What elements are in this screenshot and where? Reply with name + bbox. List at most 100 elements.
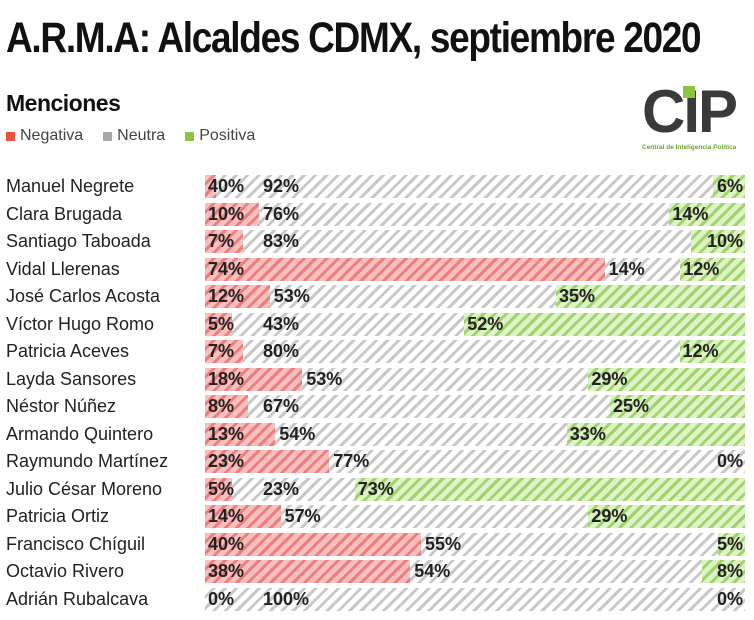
bar-row: Octavio Rivero 38% 54% 8% [0, 560, 754, 583]
positive-value-label: 33% [569, 423, 606, 444]
positive-value-label: 5% [716, 533, 743, 554]
neutral-bar [280, 505, 589, 528]
neutral-value-label: 54% [279, 423, 316, 444]
bar-row: Layda Sansores 18% 53% 29% [0, 367, 754, 391]
bar-row: Adrián Rubalcava 0% 100% 0% [0, 587, 754, 611]
category-label: Layda Sansores [6, 368, 137, 389]
neutral-value-label: 23% [263, 478, 300, 499]
negative-bar [205, 367, 303, 391]
legend-item-positiva: Positiva [185, 127, 255, 145]
negative-bar [205, 230, 243, 253]
negative-bar [205, 395, 249, 418]
neutral-bar [248, 395, 610, 418]
category-label: Francisco Chíguil [6, 533, 146, 554]
positive-value-label: 52% [467, 313, 504, 334]
positive-value-label: 0% [716, 451, 743, 471]
negative-value-label: 13% [208, 423, 245, 444]
neutral-bar [604, 257, 681, 281]
category-label: Patricia Ortiz [6, 506, 110, 526]
legend-item-negativa: Negativa [6, 127, 83, 145]
positive-bar [680, 257, 745, 281]
negative-value-label: 14% [208, 506, 245, 526]
legend-swatch [6, 131, 15, 141]
bar-row: Vidal Llerenas 74% 14% 12% [0, 257, 754, 281]
positive-value-label: 14% [672, 203, 709, 224]
bar-row: Santiago Taboada 7% 83% 10% [0, 230, 754, 253]
negative-value-label: 18% [208, 368, 245, 389]
neutral-bar [329, 450, 745, 473]
positive-value-label: 6% [716, 176, 743, 196]
neutral-value-label: 80% [263, 341, 300, 361]
negative-value-label: 7% [208, 341, 235, 361]
positive-bar [718, 532, 745, 556]
negative-bar [205, 340, 244, 363]
neutral-value-label: 43% [263, 313, 300, 334]
bar-row: Francisco Chíguil 40% 55% 5% [0, 532, 754, 556]
neutral-bar [275, 422, 567, 446]
neutral-value-label: 55% [425, 533, 462, 554]
positive-bar [610, 395, 745, 418]
negative-value-label: 8% [208, 396, 235, 416]
bar-row: José Carlos Acosta 12% 53% 35% [0, 285, 754, 308]
positive-bar [679, 340, 745, 363]
neutral-bar [243, 340, 680, 363]
positive-value-label: 12% [683, 258, 720, 279]
neutral-bar [302, 367, 589, 391]
negative-value-label: 23% [208, 451, 245, 471]
negative-bar [205, 477, 232, 501]
negative-bar [205, 560, 411, 583]
negative-bar [205, 202, 259, 226]
negative-value-label: 38% [208, 561, 245, 581]
positive-bar [464, 312, 745, 336]
negative-value-label: 74% [208, 258, 245, 279]
positive-bar [701, 560, 745, 583]
category-label: Vidal Llerenas [6, 258, 120, 279]
category-label: Julio César Moreno [6, 478, 163, 499]
negative-bar [205, 450, 330, 473]
bar-row: Víctor Hugo Romo 5% 43% 52% [0, 312, 754, 336]
category-label: Santiago Taboada [6, 231, 151, 251]
negative-bar [205, 257, 605, 281]
negative-value-label: 7% [208, 231, 235, 251]
bar-row: Patricia Aceves 7% 80% 12% [0, 340, 754, 363]
positive-value-label: 73% [357, 478, 394, 499]
bar-row: Manuel Negrete 40% 92% 6% [0, 175, 754, 198]
neutral-value-label: 14% [608, 258, 645, 279]
neutral-bar [231, 477, 355, 501]
neutral-bar [269, 285, 556, 308]
legend-label: Negativa [20, 127, 84, 144]
positive-value-label: 29% [591, 506, 628, 526]
positive-bar [669, 202, 745, 226]
negative-value-label: 5% [208, 478, 235, 499]
bar-row: Néstor Núñez 8% 67% 25% [0, 395, 754, 418]
positive-value-label: 10% [706, 231, 743, 251]
neutral-bar [232, 312, 465, 336]
negative-bar [205, 422, 276, 446]
logo-tagline: Central de Inteligencia Política [642, 144, 737, 151]
category-label: Víctor Hugo Romo [6, 313, 155, 334]
negative-value-label: 0% [208, 588, 235, 609]
negative-bar [205, 312, 232, 336]
negative-value-label: 12% [208, 286, 245, 306]
positive-value-label: 8% [716, 561, 743, 581]
negative-value-label: 5% [208, 313, 235, 334]
cip-logo: CIP Central de Inteligencia Política [638, 82, 750, 154]
category-label: Raymundo Martínez [6, 451, 169, 471]
neutral-bar [410, 560, 702, 583]
legend-label: Neutra [117, 127, 166, 144]
neutral-bar [242, 230, 691, 253]
positive-value-label: 0% [716, 588, 743, 609]
legend: Negativa Neutra Positiva [6, 127, 255, 145]
logo-dot [683, 86, 695, 98]
category-label: Clara Brugada [6, 203, 123, 224]
legend-swatch [103, 131, 113, 141]
neutral-value-label: 92% [263, 176, 300, 196]
negative-bar [205, 285, 270, 308]
positive-value-label: 29% [591, 368, 628, 389]
category-label: Néstor Núñez [6, 396, 117, 416]
category-label: Octavio Rivero [6, 561, 125, 581]
positive-value-label: 35% [559, 286, 596, 306]
positive-value-label: 25% [613, 396, 650, 416]
negative-bar [205, 505, 281, 528]
positive-bar [691, 230, 745, 253]
